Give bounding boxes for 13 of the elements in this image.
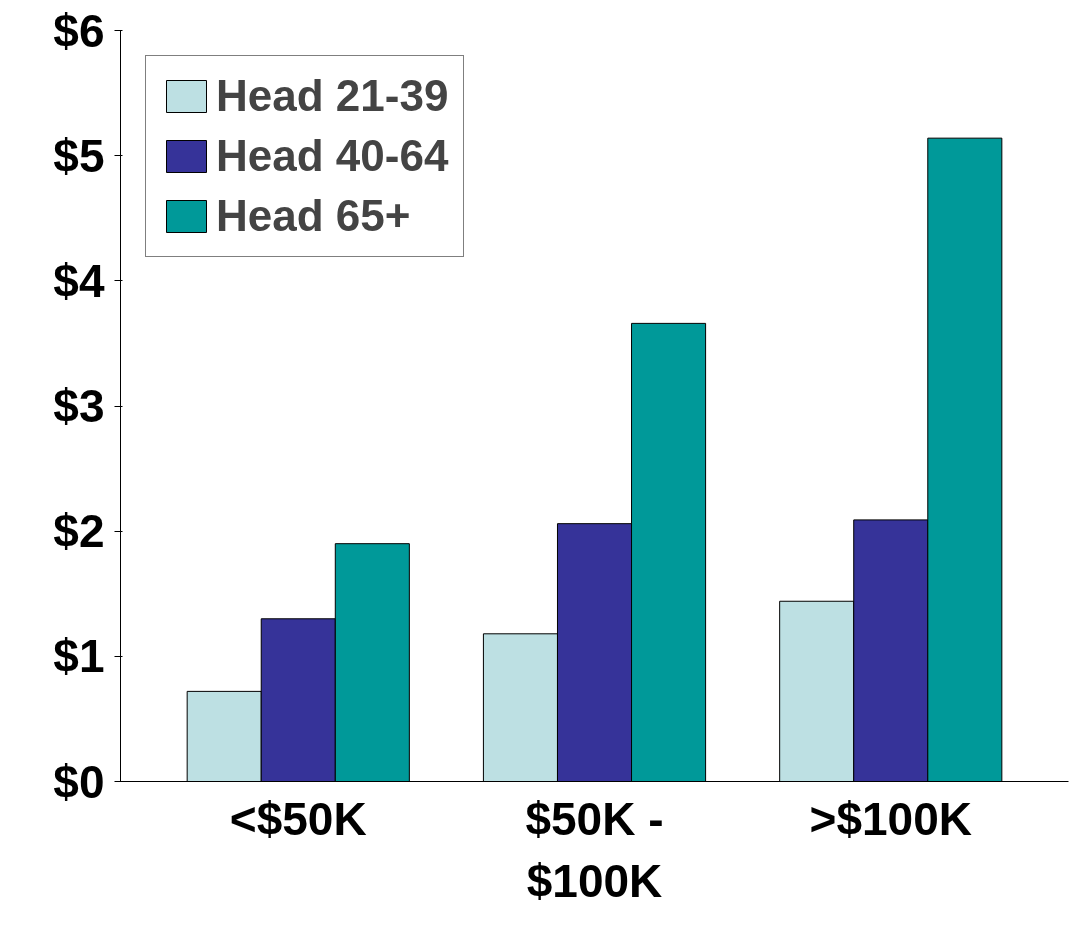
y-tick-label: $6	[53, 4, 105, 57]
y-tick-label: $4	[53, 254, 105, 307]
y-tick-label: $0	[53, 755, 105, 808]
y-tick-label: $2	[53, 505, 105, 558]
y-tick-label: $1	[53, 630, 105, 683]
legend-label: Head 40-64	[216, 131, 449, 181]
legend-label: Head 21-39	[216, 71, 449, 121]
y-tick-label: $3	[53, 380, 105, 432]
legend-label: Head 65+	[216, 191, 411, 241]
x-tick-label: <$50K	[229, 792, 367, 845]
y-tick-label: $5	[53, 129, 105, 182]
x-tick-label: $50K - $100K	[525, 792, 664, 907]
x-tick-label: >$100K	[809, 792, 972, 845]
